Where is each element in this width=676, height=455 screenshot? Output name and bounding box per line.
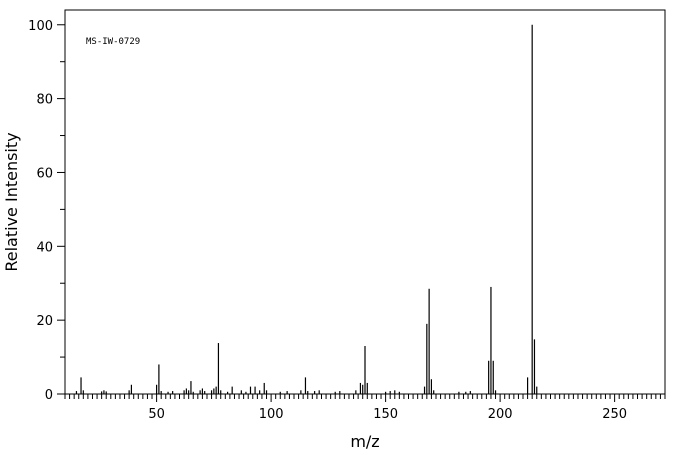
y-tick-label: 80 — [36, 93, 53, 108]
y-tick-label: 0 — [45, 388, 53, 403]
y-tick-label: 20 — [36, 314, 53, 329]
x-axis-title: m/z — [350, 432, 379, 451]
plot-frame — [64, 9, 666, 395]
spectrum-id-annotation: MS-IW-0729 — [86, 37, 140, 47]
x-tick-label: 100 — [259, 407, 284, 422]
x-tick-label: 200 — [488, 407, 513, 422]
x-tick-label: 50 — [148, 407, 165, 422]
y-tick-label: 60 — [36, 166, 53, 181]
y-tick-label: 100 — [28, 19, 53, 34]
x-axis-ticks: 50 100 150 200 250 — [64, 394, 666, 422]
x-tick-label: 250 — [602, 407, 627, 422]
y-axis-ticks: 0 20 40 60 80 100 — [28, 19, 65, 403]
y-axis-title: Relative Intensity — [2, 132, 21, 271]
peak-series — [75, 24, 538, 394]
x-tick-label: 150 — [373, 407, 398, 422]
y-tick-label: 40 — [36, 240, 53, 255]
